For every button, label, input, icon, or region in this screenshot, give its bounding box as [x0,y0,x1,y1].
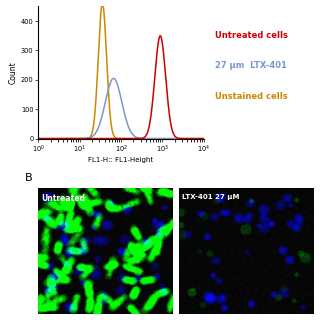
Text: B: B [25,172,33,183]
Text: 27 μm  LTX-401: 27 μm LTX-401 [215,61,287,70]
Text: Untreated cells: Untreated cells [215,31,288,40]
Text: LTX-401 27 μM: LTX-401 27 μM [181,195,239,201]
Text: Unstained cells: Unstained cells [215,92,288,101]
X-axis label: FL1-H:: FL1-Height: FL1-H:: FL1-Height [88,157,154,163]
Text: Untreated: Untreated [41,195,85,204]
Y-axis label: Count: Count [9,61,18,84]
